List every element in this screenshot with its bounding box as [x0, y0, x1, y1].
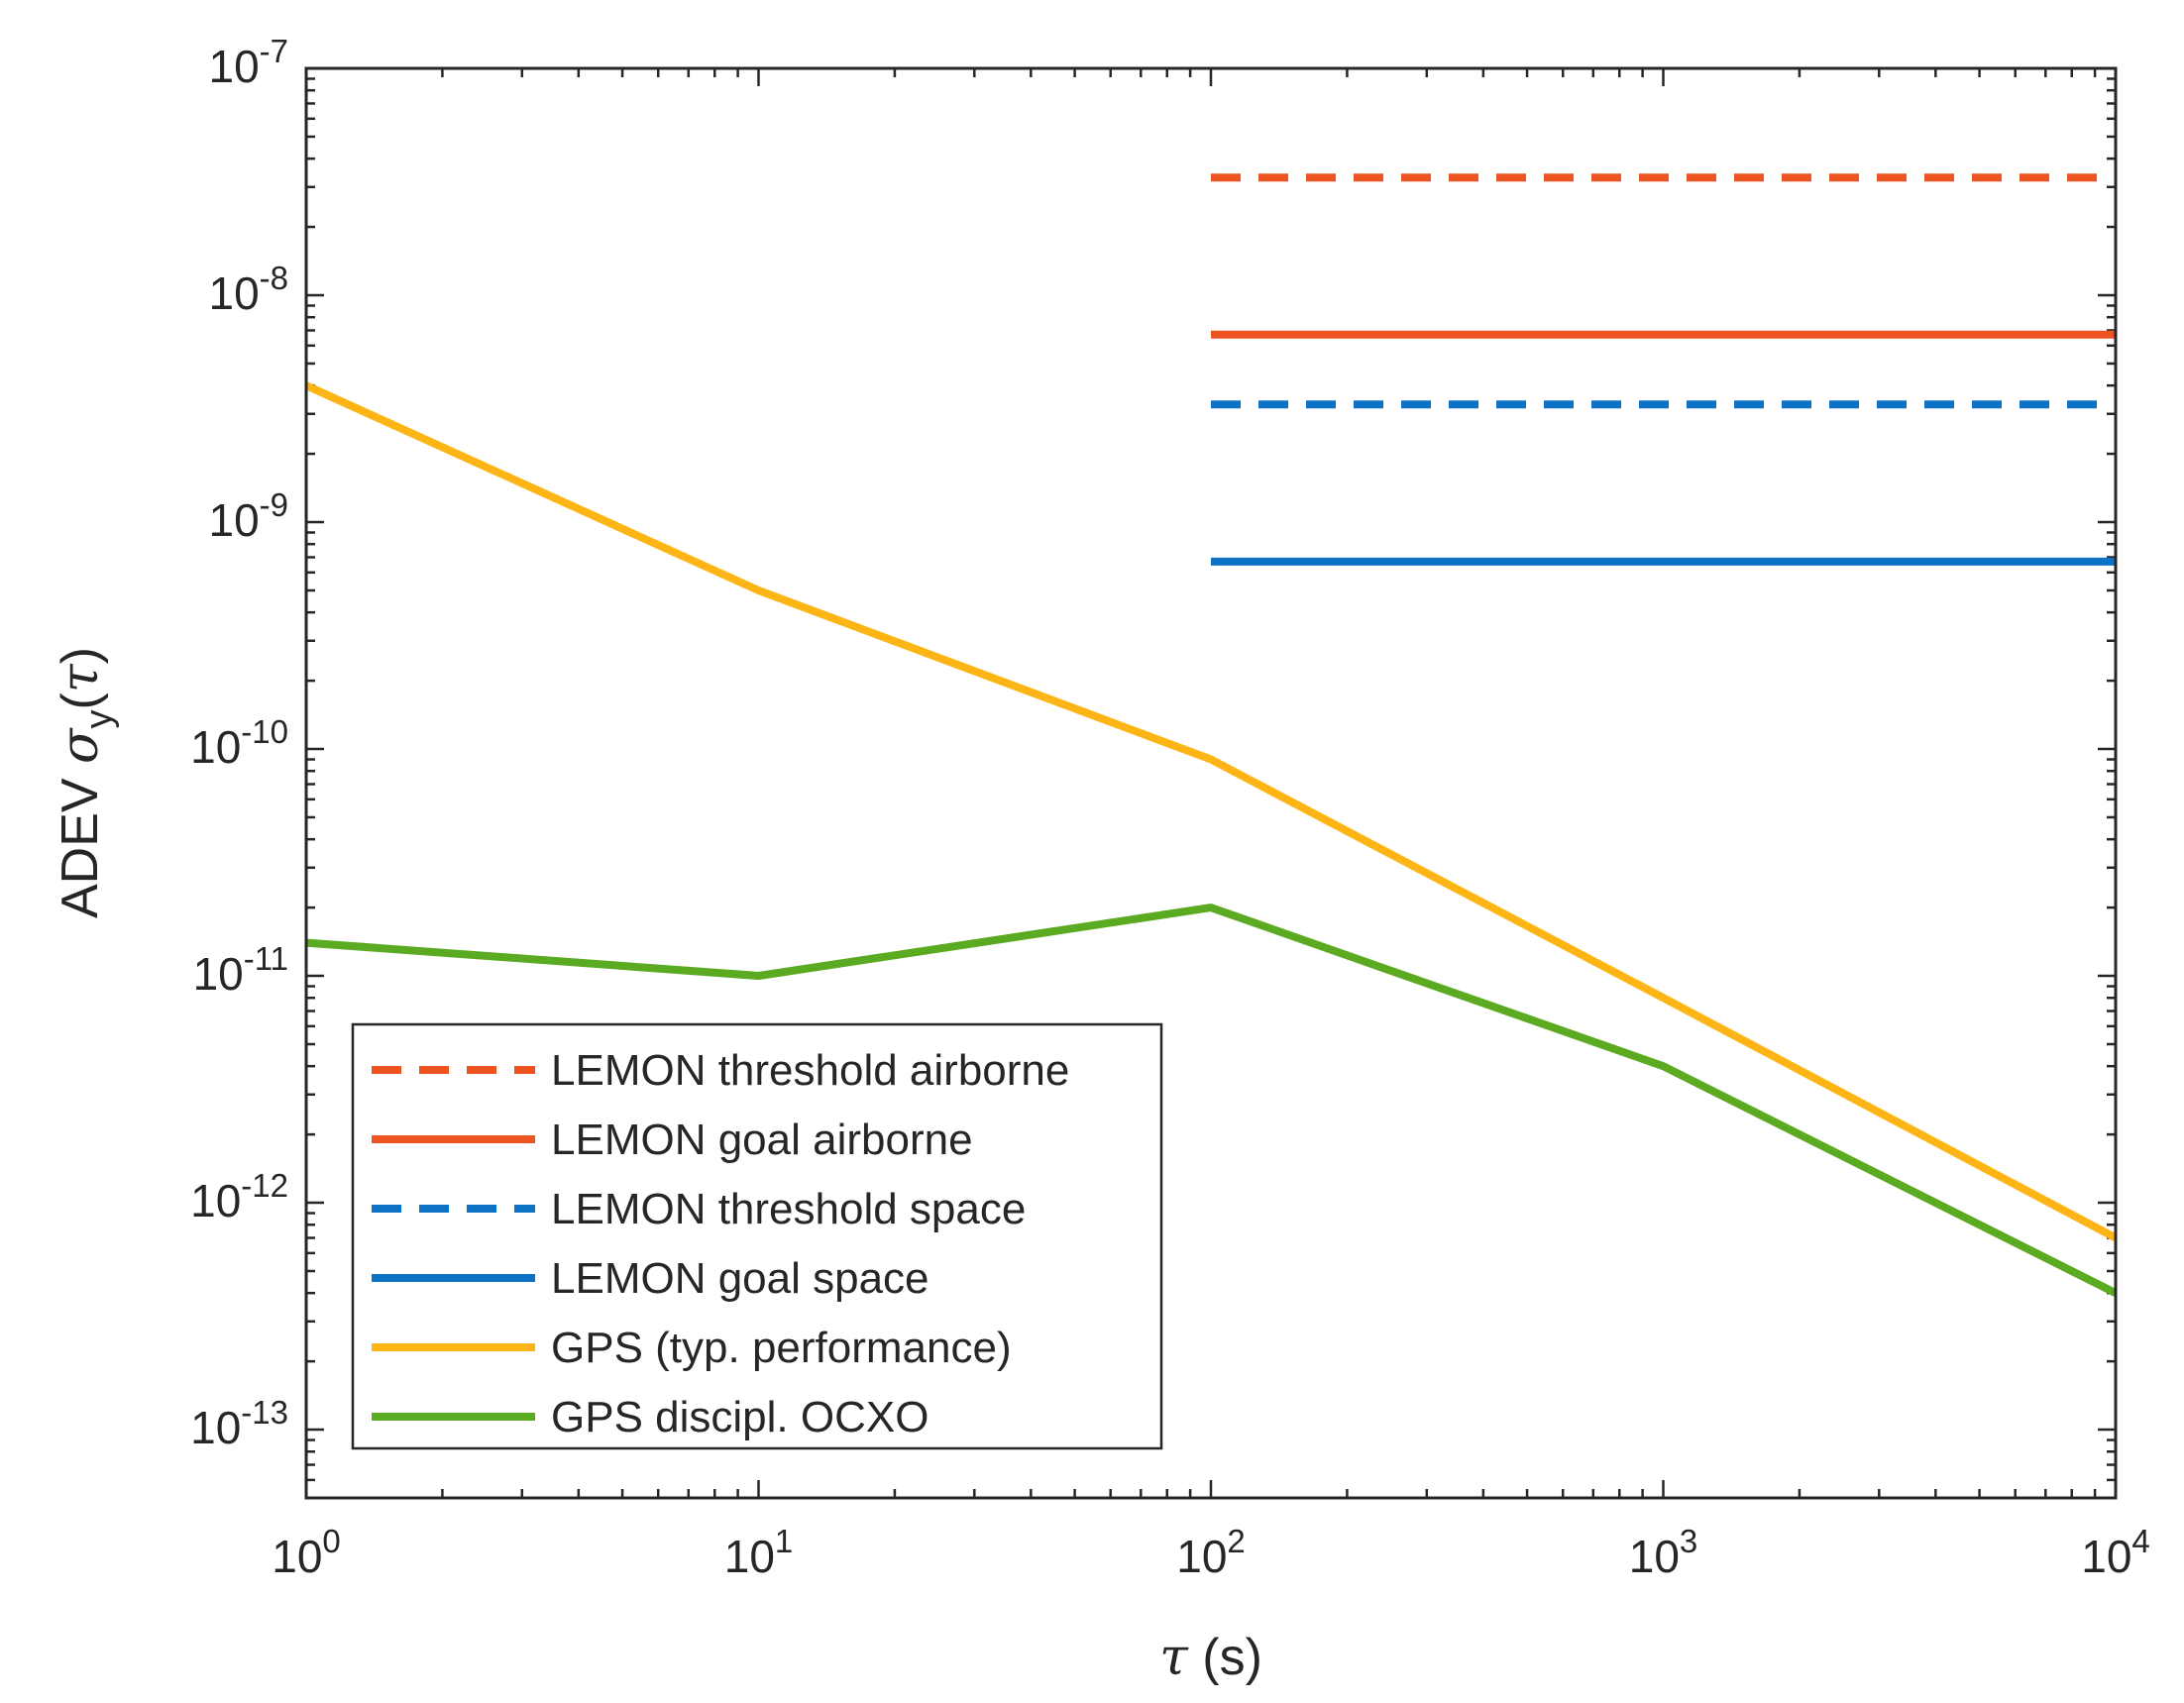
y-axis-close-paren: ) [52, 647, 109, 664]
y-tick-base: 10 [190, 1402, 241, 1453]
series-line-5 [305, 904, 2118, 1297]
y-tick-label: 10-9 [208, 486, 288, 546]
y-axis-label: ADEV σy(τ) [51, 647, 120, 918]
y-axis-open-paren: ( [52, 692, 109, 709]
series-line-4 [304, 381, 2118, 1242]
legend-label-4: GPS (typ. performance) [551, 1324, 1012, 1372]
x-tick-exp: 3 [1680, 1523, 1697, 1559]
y-tick-base: 10 [208, 41, 259, 92]
x-tick-label: 104 [2081, 1523, 2150, 1582]
x-tick-base: 10 [272, 1531, 322, 1582]
axes-frame [304, 66, 2118, 1500]
y-tick-exp: -9 [260, 486, 288, 523]
x-axis-unit: (s) [1188, 1629, 1262, 1686]
y-tick-exp: -8 [260, 260, 288, 296]
y-tick-label: 10-11 [193, 940, 288, 1000]
series-layer [304, 173, 2118, 1297]
x-tick-label: 103 [1629, 1523, 1698, 1582]
legend-box [351, 1022, 1163, 1450]
y-axis-tau: τ [51, 663, 110, 692]
y-axis-sigma: σ [51, 727, 110, 764]
legend-label-1: LEMON goal airborne [551, 1116, 973, 1164]
x-tick-exp: 0 [322, 1523, 340, 1559]
x-tick-label: 100 [272, 1523, 341, 1582]
y-tick-base: 10 [190, 721, 241, 773]
x-tick-base: 10 [1629, 1531, 1680, 1582]
legend-label-2: LEMON threshold space [551, 1185, 1026, 1233]
x-tick-base: 10 [1176, 1531, 1227, 1582]
y-axis-prefix: ADEV [52, 764, 109, 918]
y-tick-exp: -12 [241, 1167, 288, 1204]
y-tick-exp: -13 [241, 1394, 288, 1431]
x-axis-label: τ (s) [1159, 1628, 1262, 1687]
legend-label-3: LEMON goal space [551, 1254, 929, 1303]
y-tick-exp: -10 [241, 713, 288, 750]
x-tick-labels: 100 101 102 103 104 [272, 1523, 2150, 1582]
y-tick-label: 10-8 [208, 260, 288, 319]
y-tick-label: 10-12 [190, 1167, 288, 1226]
y-tick-label: 10-13 [190, 1394, 288, 1453]
legend: LEMON threshold airborne LEMON goal airbo… [351, 1022, 1163, 1450]
x-tick-exp: 4 [2131, 1523, 2149, 1559]
y-tick-exp: -7 [260, 33, 288, 69]
x-axis-symbol: τ [1159, 1628, 1189, 1687]
x-tick-exp: 1 [775, 1523, 793, 1559]
y-tick-label: 10-7 [208, 33, 288, 92]
y-axis-subscript: y [78, 709, 120, 728]
x-tick-base: 10 [2081, 1531, 2131, 1582]
x-tick-label: 101 [724, 1523, 794, 1582]
y-tick-base: 10 [208, 267, 259, 319]
x-tick-exp: 2 [1227, 1523, 1245, 1559]
y-tick-base: 10 [193, 948, 244, 1000]
legend-entries: LEMON threshold airborne LEMON goal airbo… [372, 1046, 1069, 1441]
y-tick-base: 10 [190, 1175, 241, 1226]
x-tick-label: 102 [1176, 1523, 1246, 1582]
x-tick-base: 10 [724, 1531, 775, 1582]
y-tick-base: 10 [208, 494, 259, 546]
legend-label-5: GPS discipl. OCXO [551, 1393, 928, 1441]
y-tick-exp: -11 [244, 940, 288, 977]
y-tick-label: 10-10 [190, 713, 288, 773]
legend-label-0: LEMON threshold airborne [551, 1046, 1069, 1095]
